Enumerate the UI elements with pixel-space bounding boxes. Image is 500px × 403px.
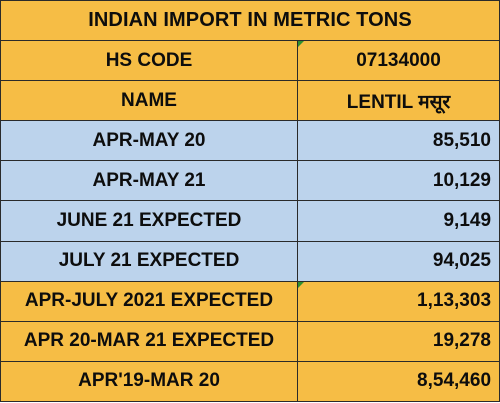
hs-code-row: HS CODE 07134000 [0,40,500,82]
row-value[interactable]: 94,025 [296,240,500,282]
row-value-cell[interactable]: 1,13,303 [296,280,500,322]
row-label[interactable]: APR-MAY 21 [0,160,298,202]
table-row: APR 20-MAR 21 EXPECTED 19,278 [0,320,500,362]
name-label[interactable]: NAME [0,80,298,122]
row-value[interactable]: 8,54,460 [296,360,500,403]
table-row: JULY 21 EXPECTED 94,025 [0,240,500,282]
hs-code-label[interactable]: HS CODE [0,40,298,82]
row-label[interactable]: APR 20-MAR 21 EXPECTED [0,320,298,362]
hs-code-cell[interactable]: 07134000 [296,40,500,82]
table-row: APR-MAY 20 85,510 [0,120,500,162]
row-label[interactable]: APR-JULY 2021 EXPECTED [0,280,298,322]
row-label[interactable]: JUNE 21 EXPECTED [0,200,298,242]
table-row: APR-MAY 21 10,129 [0,160,500,202]
comment-marker-icon [298,41,304,48]
table-row: JUNE 21 EXPECTED 9,149 [0,200,500,242]
row-value[interactable]: 10,129 [296,160,500,202]
row-label[interactable]: APR-MAY 20 [0,120,298,162]
table-title: INDIAN IMPORT IN METRIC TONS [0,0,500,42]
hs-code-value: 07134000 [356,49,441,71]
name-value[interactable]: LENTIL मसूर [296,80,500,122]
row-label[interactable]: JULY 21 EXPECTED [0,240,298,282]
table-row: APR'19-MAR 20 8,54,460 [0,360,500,403]
comment-marker-icon [298,282,304,288]
row-value[interactable]: 85,510 [296,120,500,162]
title-row: INDIAN IMPORT IN METRIC TONS [0,0,500,42]
name-row: NAME LENTIL मसूर [0,80,500,122]
row-label[interactable]: APR'19-MAR 20 [0,360,298,403]
row-value: 1,13,303 [417,290,492,312]
row-value[interactable]: 19,278 [296,320,500,362]
table-row: APR-JULY 2021 EXPECTED 1,13,303 [0,280,500,322]
row-value[interactable]: 9,149 [296,200,500,242]
